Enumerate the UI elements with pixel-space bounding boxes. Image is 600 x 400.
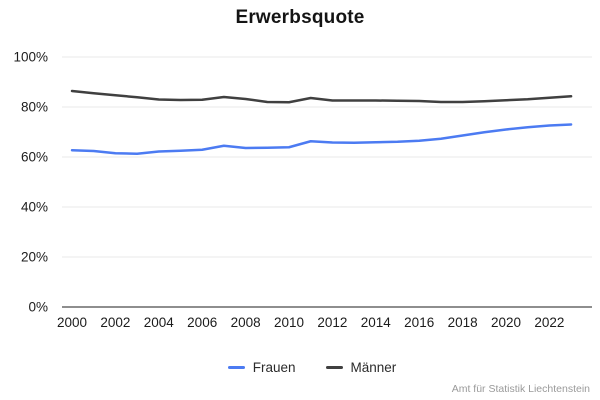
legend-item-maenner[interactable]: Männer	[325, 360, 397, 375]
x-tick-label: 2010	[274, 315, 304, 330]
legend-label-frauen: Frauen	[252, 360, 296, 375]
x-tick-label: 2004	[144, 315, 175, 330]
y-tick-label: 40%	[21, 200, 48, 215]
x-tick-label: 2018	[448, 315, 478, 330]
x-tick-label: 2016	[404, 315, 434, 330]
x-tick-label: 2014	[361, 315, 392, 330]
y-tick-label: 0%	[28, 300, 48, 315]
legend-label-maenner: Männer	[350, 360, 397, 375]
legend-swatch-maenner-icon	[325, 366, 343, 369]
x-tick-label: 2020	[491, 315, 521, 330]
line-chart: 0% 20% 40% 60% 80% 100% 2000 2002 2004 2006 2008 20…	[13, 50, 592, 330]
chart-title: Erwerbsquote	[235, 7, 365, 28]
chart-legend: Frauen Männer	[12, 360, 600, 375]
x-tick-label: 2008	[231, 315, 261, 330]
x-tick-label: 2022	[534, 315, 564, 330]
legend-swatch-frauen-icon	[227, 366, 245, 369]
y-tick-label: 60%	[21, 150, 48, 165]
y-tick-label: 100%	[13, 50, 48, 65]
series-line-manner	[70, 89, 573, 104]
y-tick-label: 20%	[21, 250, 48, 265]
x-tick-label: 2006	[187, 315, 217, 330]
legend-item-frauen[interactable]: Frauen	[227, 360, 296, 375]
x-tick-label: 2000	[57, 315, 87, 330]
series-line-frauen	[70, 123, 573, 155]
x-tick-label: 2012	[317, 315, 347, 330]
x-tick-label: 2002	[100, 315, 130, 330]
source-attribution: Amt für Statistik Liechtenstein	[451, 383, 590, 395]
y-tick-label: 80%	[21, 100, 48, 115]
